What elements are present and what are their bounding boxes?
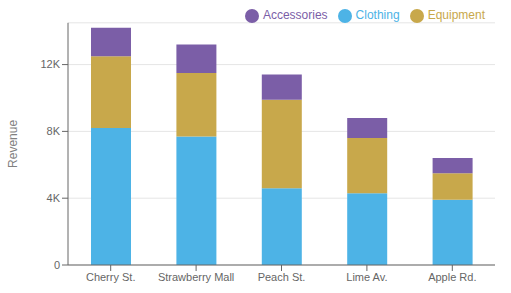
svg-text:Apple Rd.: Apple Rd. — [428, 271, 476, 283]
svg-text:Strawberry Mall: Strawberry Mall — [158, 271, 234, 283]
html-text:Accessories: Accessories — [262, 8, 328, 22]
svg-text:0: 0 — [54, 259, 60, 271]
svg-text:Lime Av.: Lime Av. — [346, 271, 387, 283]
svg-text:Cherry St.: Cherry St. — [86, 271, 136, 283]
svg-text:4K: 4K — [47, 192, 61, 204]
html-text:Clothing: Clothing — [355, 8, 400, 22]
html-text:Equipment: Equipment — [427, 8, 485, 22]
svg-text:12K: 12K — [40, 58, 60, 70]
svg-text:8K: 8K — [47, 125, 61, 137]
svg-text:Revenue: Revenue — [6, 120, 20, 168]
svg-text:Peach St.: Peach St. — [258, 271, 306, 283]
